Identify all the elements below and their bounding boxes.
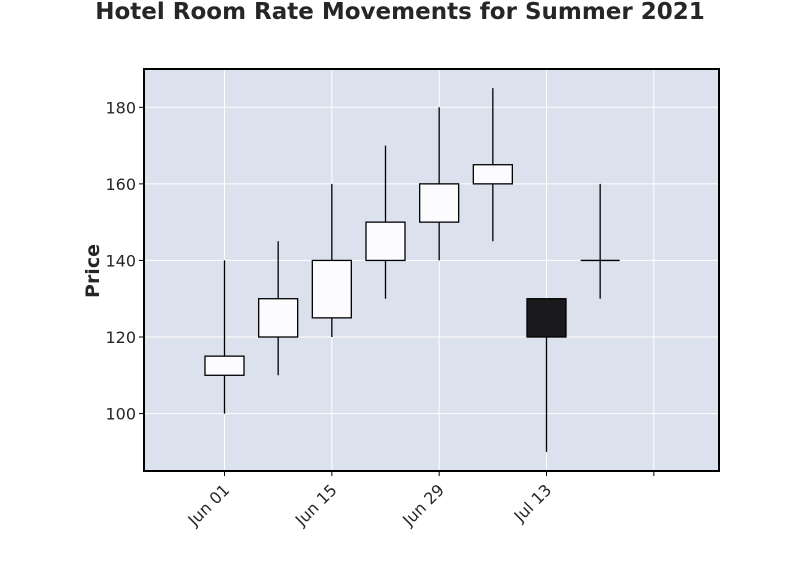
x-tick-label: Jul 13 <box>510 480 556 526</box>
y-axis-ticks: 100 120 140 160 180 <box>105 98 144 424</box>
y-tick-label: 140 <box>105 251 136 270</box>
y-tick-label: 100 <box>105 405 136 424</box>
candles <box>204 88 620 452</box>
y-tick-label: 180 <box>105 98 136 117</box>
chart-title: Hotel Room Rate Movements for Summer 202… <box>95 0 705 25</box>
candle <box>526 298 567 452</box>
y-axis-label: Price <box>82 244 104 298</box>
candle <box>258 241 299 376</box>
candle-body <box>258 298 299 338</box>
candle-body <box>472 164 513 185</box>
candle-body <box>365 221 406 262</box>
candle <box>580 183 620 299</box>
candle <box>204 260 245 414</box>
candle-body <box>311 259 352 319</box>
candle <box>419 107 460 261</box>
candle <box>311 183 352 337</box>
plot-area <box>144 69 719 471</box>
candle-body <box>526 298 567 338</box>
y-tick-label: 120 <box>105 328 136 347</box>
x-tick-label: Jun 29 <box>398 480 448 530</box>
candle-body <box>419 183 460 223</box>
x-tick-label: Jun 15 <box>291 480 341 530</box>
candle-body <box>204 355 245 376</box>
y-tick-label: 160 <box>105 175 136 194</box>
candle <box>472 88 513 242</box>
x-tick-label: Jun 01 <box>184 480 234 530</box>
plot-frame <box>143 68 720 472</box>
candle <box>365 145 406 299</box>
x-axis-ticks: Jun 01 Jun 15 Jun 29 Jul 13 <box>184 471 655 530</box>
